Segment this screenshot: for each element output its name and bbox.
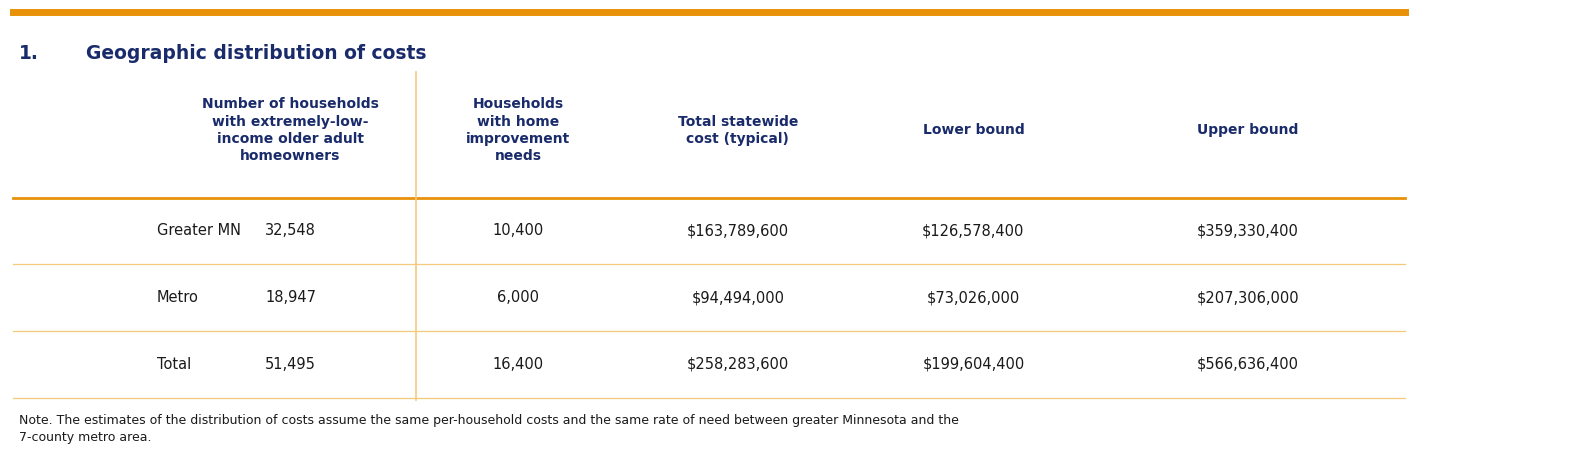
Text: 1.: 1. — [19, 44, 39, 63]
Text: Upper bound: Upper bound — [1198, 123, 1298, 137]
Text: 51,495: 51,495 — [265, 357, 316, 372]
Text: 16,400: 16,400 — [493, 357, 543, 372]
Text: $207,306,000: $207,306,000 — [1196, 290, 1300, 305]
Text: Total statewide
cost (typical): Total statewide cost (typical) — [678, 114, 798, 146]
Text: Households
with home
improvement
needs: Households with home improvement needs — [466, 97, 570, 163]
Text: $126,578,400: $126,578,400 — [922, 224, 1025, 239]
Text: $566,636,400: $566,636,400 — [1198, 357, 1298, 372]
Text: $359,330,400: $359,330,400 — [1198, 224, 1298, 239]
Text: $94,494,000: $94,494,000 — [691, 290, 785, 305]
Text: 18,947: 18,947 — [265, 290, 316, 305]
Text: Note. The estimates of the distribution of costs assume the same per-household c: Note. The estimates of the distribution … — [19, 414, 959, 444]
Text: $163,789,600: $163,789,600 — [686, 224, 790, 239]
Text: 32,548: 32,548 — [265, 224, 316, 239]
Text: Metro: Metro — [157, 290, 199, 305]
Text: Number of households
with extremely-low-
income older adult
homeowners: Number of households with extremely-low-… — [203, 97, 378, 163]
Text: Lower bound: Lower bound — [923, 123, 1024, 137]
Text: $199,604,400: $199,604,400 — [922, 357, 1025, 372]
Text: 6,000: 6,000 — [498, 290, 539, 305]
Text: Greater MN: Greater MN — [157, 224, 242, 239]
Text: $258,283,600: $258,283,600 — [686, 357, 790, 372]
Text: 10,400: 10,400 — [493, 224, 543, 239]
Text: Geographic distribution of costs: Geographic distribution of costs — [86, 44, 427, 63]
Text: Total: Total — [157, 357, 192, 372]
Text: $73,026,000: $73,026,000 — [926, 290, 1020, 305]
